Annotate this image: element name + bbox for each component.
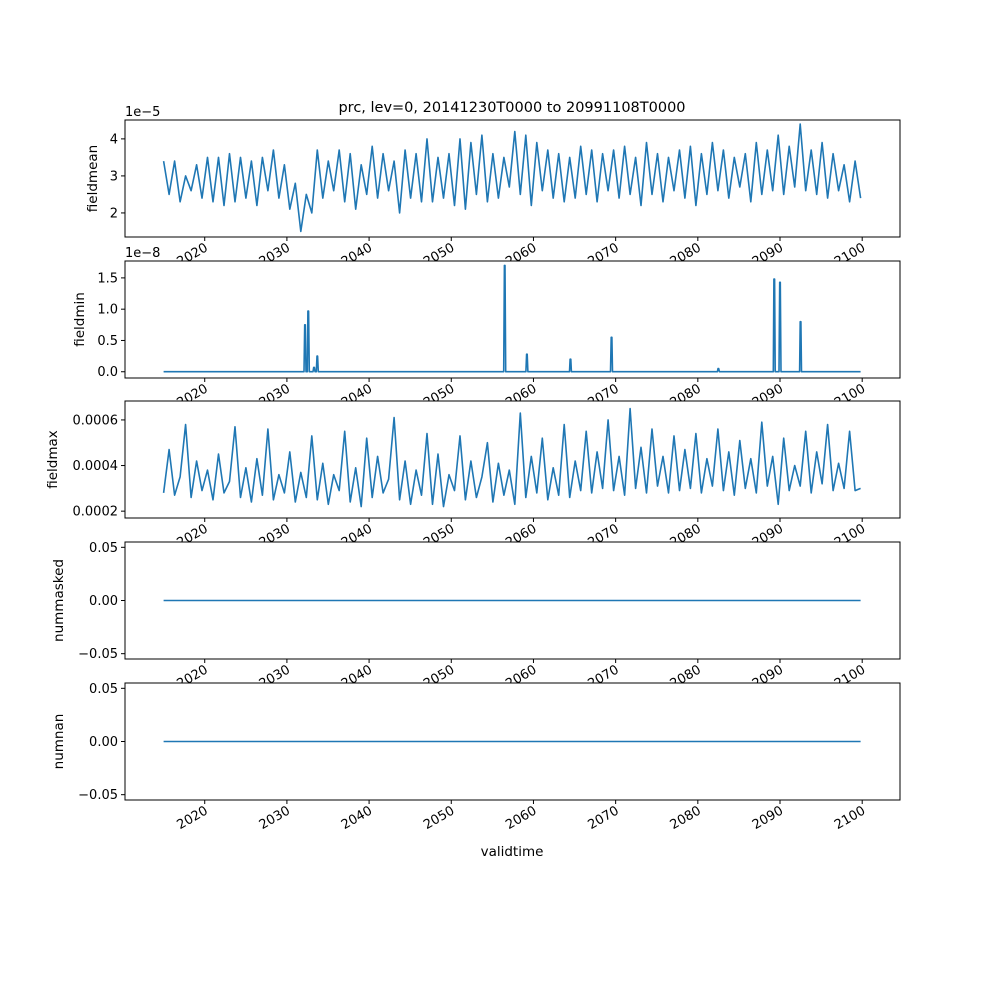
axes-frame [124,260,901,379]
x-tick-label: 2080 [668,803,704,833]
y-offset-text: 1e−8 [125,246,160,261]
y-tick-label: 1.0 [97,303,118,318]
series-line-fieldmin [163,264,861,373]
x-tick-label: 2050 [421,803,457,833]
chart-title: prc, lev=0, 20141230T0000 to 20991108T00… [338,100,685,116]
y-tick-label: −0.05 [78,788,118,803]
y-tick-label: 0.05 [89,682,118,697]
panel-numnan: −0.05 0.00 0.05 2020 2030 2040 2050 2060 2070 208… [51,682,901,833]
y-tick-label: 1.5 [97,271,118,286]
x-tick-label: 2070 [585,803,621,833]
y-tick-label: 4 [110,132,118,147]
axes-frame [124,400,901,519]
y-axis-label: fieldmax [45,430,61,489]
y-tick-label: 0.00 [89,594,118,609]
x-tick-label: 2060 [503,803,539,833]
y-tick-label: 0.0004 [73,459,119,474]
x-tick-label: 2040 [339,803,375,833]
y-tick-label: 0.0002 [73,505,119,520]
x-axis-label: validtime [481,844,544,860]
y-tick-label: 0.00 [89,735,118,750]
axes-background [125,261,900,378]
series-line-fieldmax [162,407,861,508]
y-axis-label: nummasked [51,559,67,642]
x-tick-label: 2030 [257,803,293,833]
y-tick-label: 0.0 [97,365,118,380]
x-tick-label: 2100 [832,803,868,833]
axes-background [125,401,900,518]
y-axis-label: fieldmin [72,292,88,347]
y-tick-label: 0.0006 [73,413,119,428]
y-offset-text: 1e−5 [125,105,160,120]
y-axis-label: numnan [51,714,67,770]
x-tick-label: 2020 [175,803,211,833]
axes-frame [124,119,901,238]
axes-background [125,120,900,237]
y-axis-label: fieldmean [85,145,101,212]
series-line-fieldmean [162,123,862,233]
y-tick-label: 3 [110,169,118,184]
y-tick-label: 0.5 [97,334,118,349]
y-tick-label: 2 [110,206,118,221]
y-tick-label: −0.05 [78,647,118,662]
x-tick-label: 2090 [750,803,786,833]
y-tick-label: 0.05 [89,541,118,556]
